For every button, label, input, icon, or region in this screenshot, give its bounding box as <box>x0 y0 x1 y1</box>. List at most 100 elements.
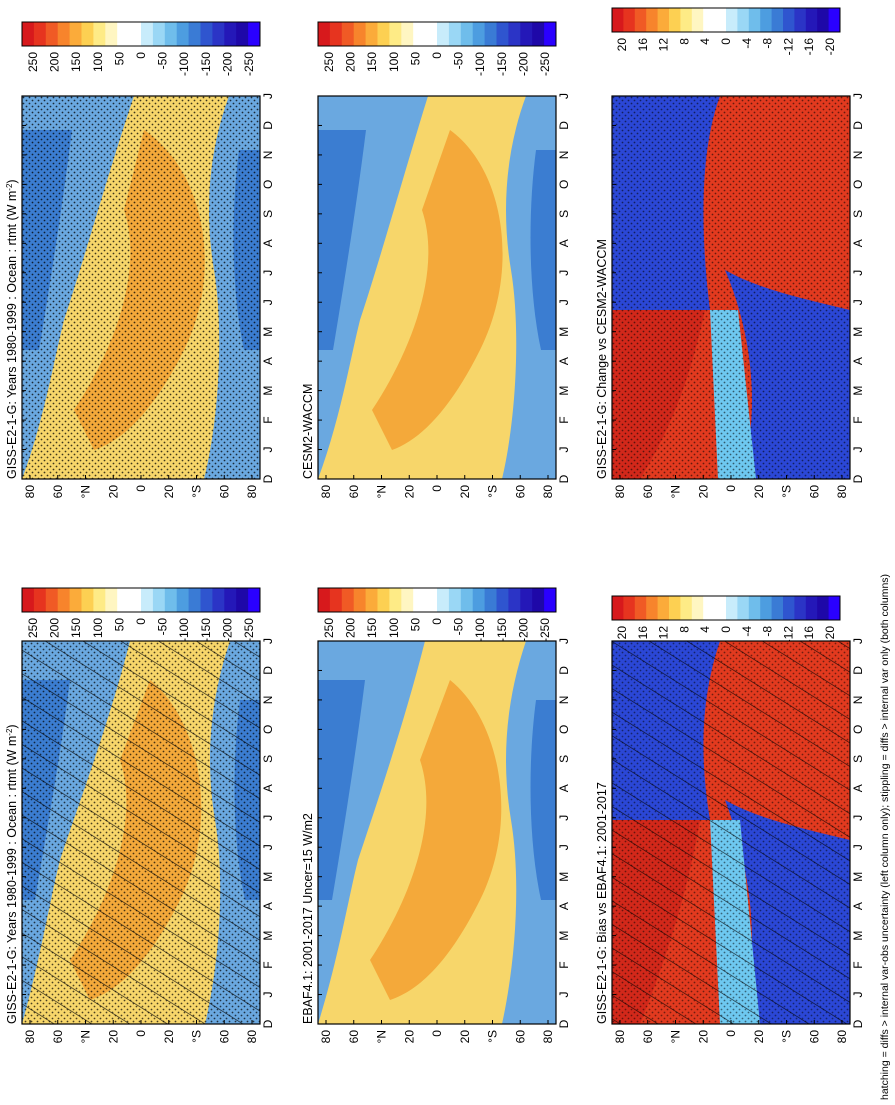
month-tick-label: S <box>261 210 275 218</box>
colorbar-swatch <box>188 588 201 612</box>
panel-2-axes: D J F M A M J J A S O N D J 80 60 °N 20 0 20 °S 60 80 <box>22 93 275 498</box>
colorbar-swatch <box>188 22 201 46</box>
lat-tick-label: 20 <box>402 1030 416 1044</box>
month-tick-label: J <box>261 447 275 453</box>
lat-tick-label: 80 <box>319 1030 333 1044</box>
colorbar-swatch <box>669 596 681 620</box>
colorbar-swatch <box>176 22 189 46</box>
colorbar-swatch <box>377 22 390 46</box>
colorbar-tick-label: -12 <box>781 626 795 644</box>
month-tick-label: J <box>557 299 571 305</box>
colorbar-swatch <box>413 588 426 612</box>
colorbar-swatch <box>771 8 784 32</box>
colorbar-tick-label: -8 <box>761 38 775 49</box>
colorbar-swatch <box>657 8 670 32</box>
colorbar-swatch <box>817 8 829 32</box>
colorbar-swatch <box>484 22 497 46</box>
colorbar-swatch <box>129 22 142 46</box>
colorbar-swatch <box>794 596 807 620</box>
month-tick-label: F <box>557 961 571 968</box>
lat-tick-label: 20 <box>402 485 416 499</box>
colorbar-swatch <box>532 22 545 46</box>
colorbar-swatch <box>714 8 727 32</box>
lat-tick-label: 60 <box>51 1030 65 1044</box>
lat-tick-label: °S <box>780 1030 794 1043</box>
colorbar-swatch <box>152 22 166 46</box>
lat-tick-label: 0 <box>134 485 148 492</box>
colorbar-swatch <box>460 588 474 612</box>
panel-3-title: EBAF4.1: 2001-2017 Uncer=15 W/m2 <box>301 813 315 1024</box>
colorbar-swatch <box>646 596 658 620</box>
month-tick-label: M <box>261 327 275 337</box>
panel-1-axes: D J F M A M J J A S O N D J 80 60 °N 20 0 20 °S 60 80 <box>22 638 275 1043</box>
colorbar-swatch <box>760 8 772 32</box>
colorbar-tick-label: 150 <box>69 618 83 638</box>
colorbar-swatch <box>634 8 647 32</box>
month-tick-label: J <box>557 815 571 821</box>
colorbar-swatch <box>341 588 355 612</box>
lat-tick-label: °N <box>669 485 683 498</box>
colorbar-swatch <box>508 22 521 46</box>
colorbar-tick-label: -250 <box>538 52 552 76</box>
colorbar-swatch <box>200 22 213 46</box>
colorbar-swatch <box>496 22 509 46</box>
colorbar-tick-label: -250 <box>242 52 256 76</box>
colorbar-swatch <box>726 596 738 620</box>
colorbar-tick-label: 150 <box>69 52 83 72</box>
lat-tick-label: 80 <box>835 485 849 499</box>
panel-1-title: GISS-E2-1-G: Years 1980-1999 : Ocean : r… <box>5 724 20 1024</box>
month-tick-label: S <box>557 210 571 218</box>
colorbar-swatch <box>544 22 557 46</box>
colorbar-swatch <box>81 588 94 612</box>
colorbar-tick-label: -4 <box>740 626 754 637</box>
colorbar-tick-label: 200 <box>48 52 62 72</box>
month-tick-label: J <box>851 844 865 850</box>
month-tick-label: N <box>557 696 571 705</box>
colorbar-tick-label: 0 <box>430 52 444 59</box>
lat-tick-label: 20 <box>696 485 710 499</box>
lat-tick-label: 80 <box>835 1030 849 1044</box>
lat-tick-label: 20 <box>106 1030 120 1044</box>
colorbar-swatch <box>484 588 497 612</box>
lat-tick-label: °N <box>375 485 389 498</box>
figure-footnote: hatching = diffs > internal var-obs unce… <box>879 574 891 1100</box>
colorbar-swatch <box>532 588 545 612</box>
lat-tick-label: 20 <box>752 485 766 499</box>
colorbar-tick-label: 200 <box>48 618 62 638</box>
colorbar-tick-label: -16 <box>802 38 816 56</box>
colorbar-swatch <box>634 596 647 620</box>
month-tick-label: J <box>261 844 275 850</box>
month-tick-label: F <box>851 961 865 968</box>
panel-6-axes: D J F M A M J J A S O N D J 80 60 °N 20 0 20 °S 60 80 <box>612 93 865 498</box>
colorbar-swatch <box>248 22 261 46</box>
colorbar-swatch <box>22 22 35 46</box>
colorbar-swatch <box>771 596 784 620</box>
month-tick-label: F <box>851 416 865 423</box>
month-tick-label: D <box>261 474 275 483</box>
colorbar-tick-label: 200 <box>344 618 358 638</box>
month-tick-label: S <box>851 210 865 218</box>
month-tick-label: J <box>261 270 275 276</box>
colorbar-swatch <box>236 22 249 46</box>
colorbar-swatch <box>365 588 378 612</box>
colorbar-swatch <box>22 588 35 612</box>
colorbar-swatch <box>544 588 557 612</box>
month-tick-label: J <box>261 638 275 644</box>
month-tick-label: A <box>557 784 571 792</box>
colorbar-diff-5: 20 16 12 8 4 0 -4 -8 -12 -16 -20 <box>611 595 841 644</box>
colorbar-tick-label: -50 <box>156 618 170 636</box>
colorbar-swatch <box>81 22 94 46</box>
colorbar-tick-label: 16 <box>636 38 650 52</box>
month-tick-label: M <box>557 386 571 396</box>
month-tick-label: N <box>261 696 275 705</box>
month-tick-label: J <box>261 992 275 998</box>
lat-tick-label: °S <box>190 485 204 498</box>
colorbar-swatch <box>318 22 331 46</box>
month-tick-label: M <box>557 327 571 337</box>
colorbar-swatch <box>318 588 331 612</box>
month-tick-label: D <box>557 666 571 675</box>
colorbar-tick-label: 12 <box>657 38 671 52</box>
month-tick-label: M <box>851 872 865 882</box>
colorbar-swatch <box>164 588 178 612</box>
colorbar-swatch <box>691 8 704 32</box>
